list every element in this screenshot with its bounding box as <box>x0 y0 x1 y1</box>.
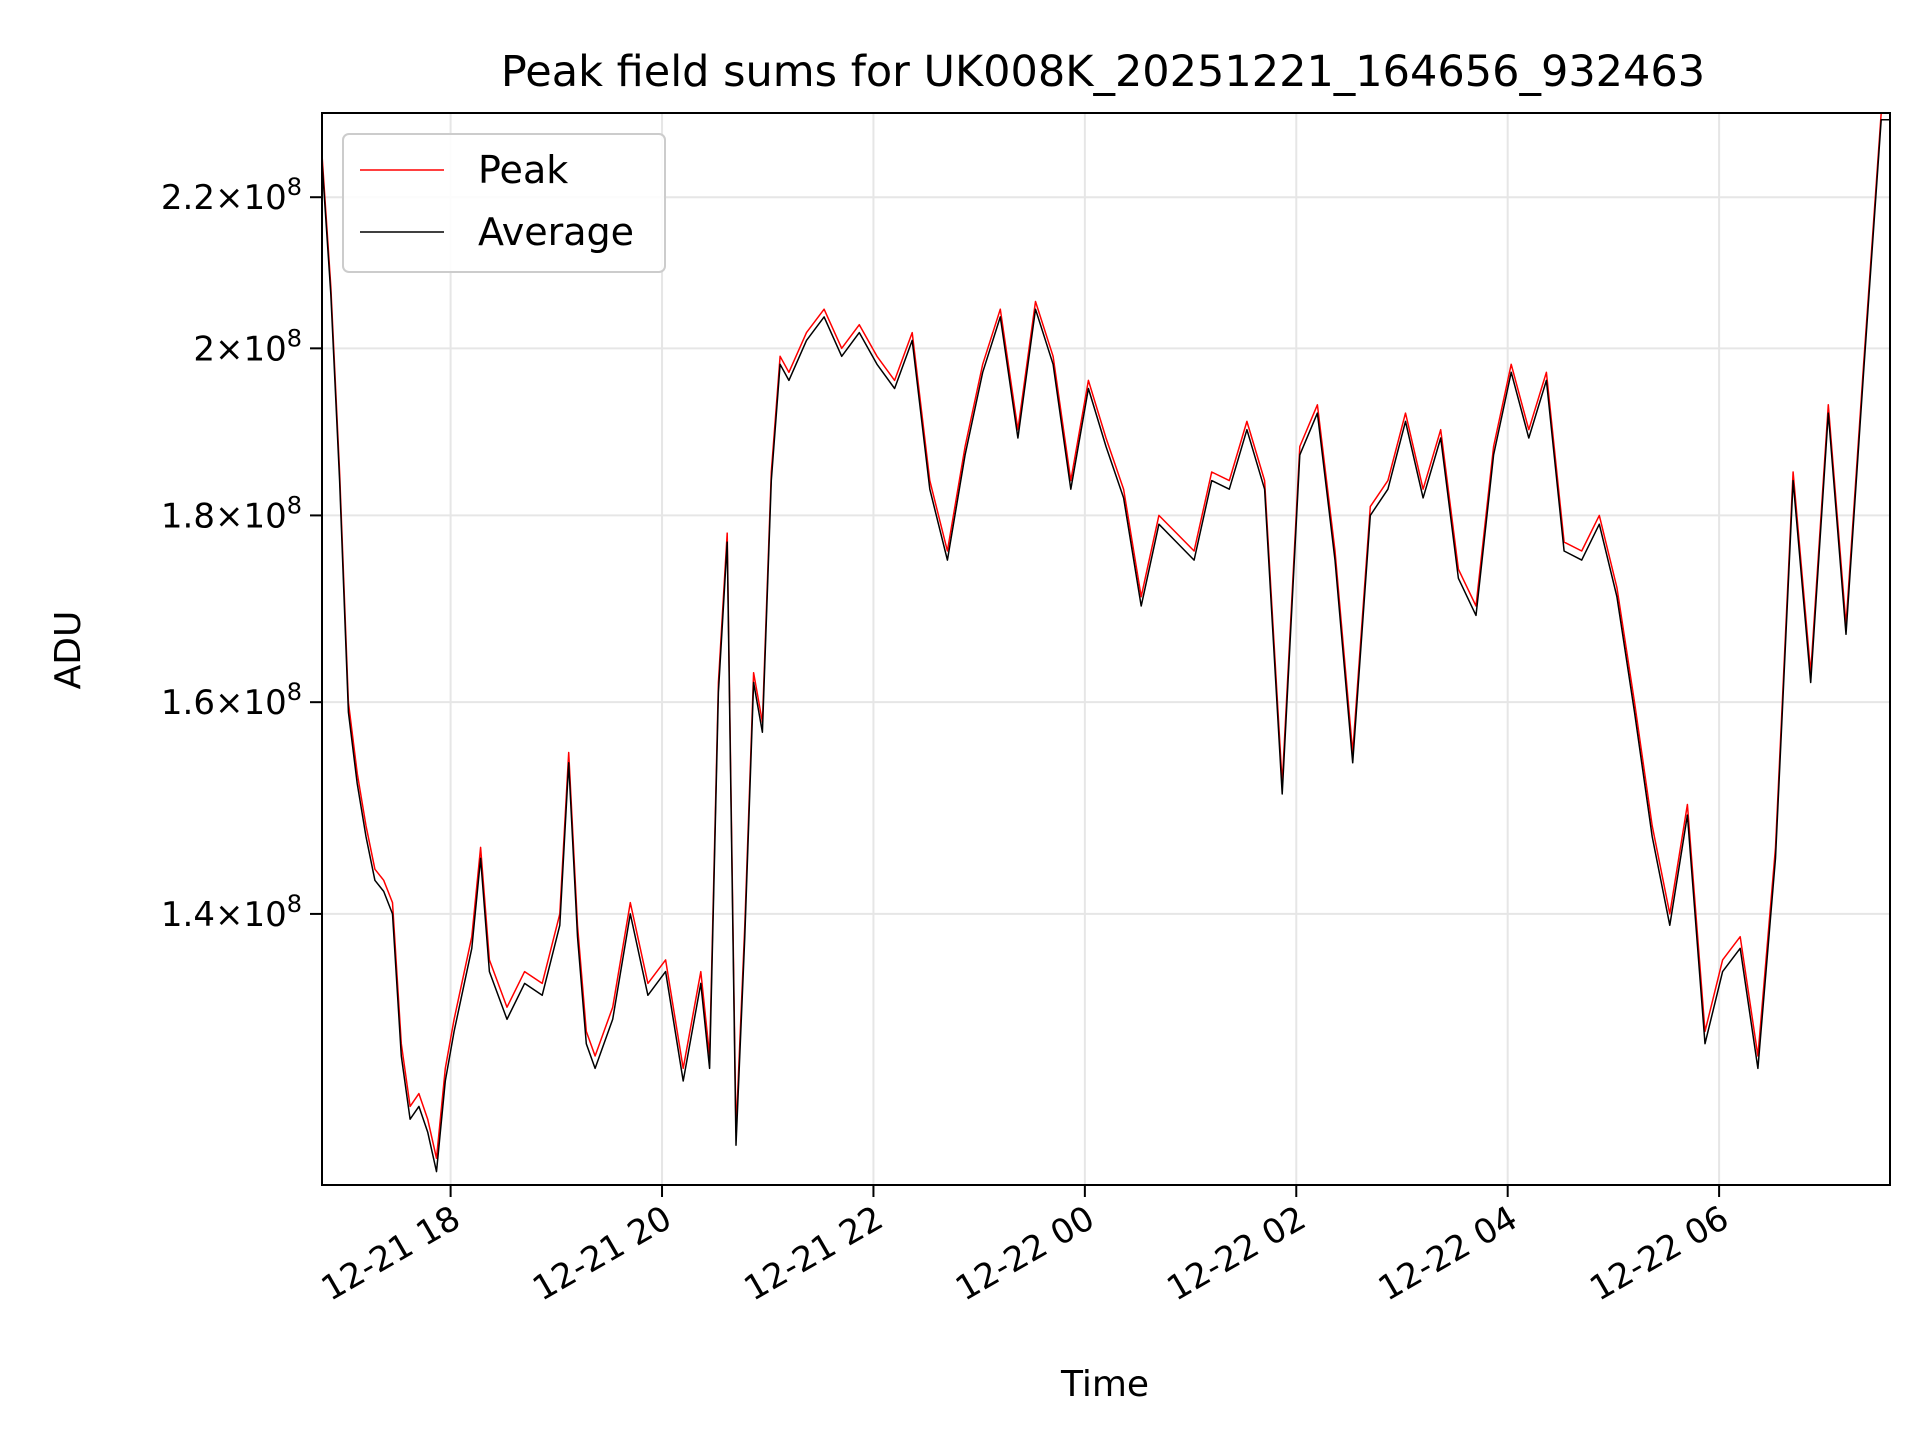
y-axis-label: ADU <box>48 611 89 690</box>
y-tick-label: 1.6×108 <box>161 678 302 723</box>
plot-frame <box>321 112 1891 1186</box>
legend: Peak Average <box>342 133 666 273</box>
y-axis: 1.4×108 1.6×108 1.8×108 2×108 2.2×108 <box>161 173 322 935</box>
series-group <box>321 112 1890 1173</box>
y-tick-label: 1.4×108 <box>161 890 302 935</box>
chart-title: Peak field sums for UK008K_20251221_1646… <box>501 47 1705 97</box>
y-tick-label: 2×108 <box>193 324 302 369</box>
legend-label-average: Average <box>478 210 634 254</box>
series-line-average <box>321 119 1890 1173</box>
y-tick-label: 2.2×108 <box>161 173 302 218</box>
legend-box <box>342 133 666 273</box>
x-axis-label: Time <box>1060 1364 1149 1405</box>
y-tick-label: 1.8×108 <box>161 491 302 536</box>
series-line-peak <box>321 112 1890 1160</box>
legend-label-peak: Peak <box>478 148 568 192</box>
